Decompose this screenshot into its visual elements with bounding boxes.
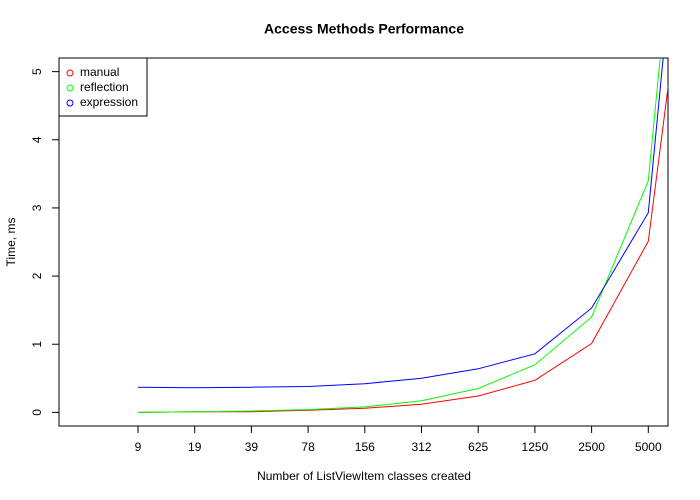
x-tick-label: 9 [135,440,142,454]
x-tick-label: 156 [355,440,375,454]
y-tick-label: 0 [30,409,44,416]
line-series [137,83,668,413]
legend-box [58,57,148,117]
legend-marker [66,99,74,107]
y-tick-label: 3 [30,204,44,211]
y-axis-label: Time, ms [4,218,18,267]
legend-label: reflection [80,80,129,94]
y-tick-label: 1 [30,341,44,348]
y-tick-label: 4 [30,136,44,143]
x-tick-label: 39 [245,440,259,454]
y-tick-label: 5 [30,68,44,75]
x-tick-label: 312 [411,440,431,454]
legend-label: manual [80,65,119,79]
x-tick-label: 625 [468,440,488,454]
y-tick-label: 2 [30,272,44,279]
plot-area [137,58,668,413]
x-axis-label: Number of ListViewItem classes created [257,469,471,483]
line-series [137,58,661,413]
x-tick-label: 78 [301,440,315,454]
plot-box [58,57,669,427]
legend-marker [66,69,74,77]
x-tick-label: 1250 [522,440,549,454]
x-tick-label: 19 [188,440,202,454]
legend-label: expression [80,95,138,109]
legend-marker [66,84,74,92]
chart-title: Access Methods Performance [264,21,464,37]
x-tick-label: 5000 [635,440,662,454]
line-series [137,58,664,389]
x-tick-label: 2500 [578,440,605,454]
